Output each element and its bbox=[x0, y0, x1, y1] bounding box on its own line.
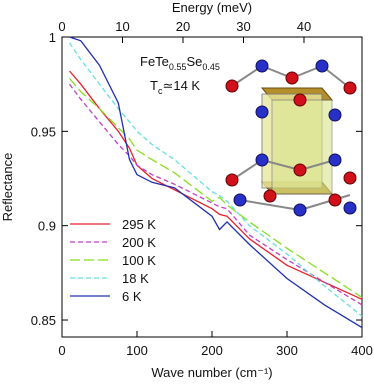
atom bbox=[255, 105, 269, 119]
atom bbox=[293, 203, 307, 217]
formula-sub: 0.55 bbox=[169, 62, 187, 72]
tc-sub: c bbox=[158, 86, 163, 96]
x-tick-label: 400 bbox=[351, 343, 373, 358]
x-tick-label: 300 bbox=[276, 343, 298, 358]
formula-sub: 0.45 bbox=[202, 62, 220, 72]
y-tick-label: 0.85 bbox=[31, 313, 56, 328]
atom bbox=[225, 173, 239, 187]
formula: FeTe0.55Se0.45 bbox=[140, 54, 220, 72]
y-axis-label: Reflectance bbox=[0, 153, 15, 222]
y-tick-label: 1 bbox=[49, 30, 56, 45]
tc-label: Tc≃14 K bbox=[150, 78, 200, 96]
formula-part: FeTe bbox=[140, 54, 169, 69]
series-line bbox=[69, 36, 363, 329]
top-x-tick-label: 40 bbox=[297, 19, 311, 34]
atom bbox=[225, 79, 239, 93]
atom bbox=[343, 81, 357, 95]
atom bbox=[293, 163, 307, 177]
x-tick-label: 100 bbox=[126, 343, 148, 358]
bond bbox=[261, 159, 301, 171]
x-axis-label: Wave number (cm⁻¹) bbox=[151, 365, 272, 380]
atom bbox=[328, 108, 342, 122]
series-line bbox=[69, 70, 363, 300]
top-x-tick-label: 0 bbox=[58, 19, 65, 34]
atom bbox=[328, 193, 342, 207]
series-line bbox=[68, 42, 363, 317]
x-tick-label: 200 bbox=[201, 343, 223, 358]
top-x-tick-label: 30 bbox=[236, 19, 250, 34]
top-x-tick-label: 20 bbox=[176, 19, 190, 34]
top-x-tick-label: 10 bbox=[115, 19, 129, 34]
legend-label: 200 K bbox=[122, 235, 156, 250]
atom bbox=[293, 93, 307, 107]
atom bbox=[255, 59, 269, 73]
bond bbox=[299, 194, 351, 211]
atom bbox=[315, 59, 329, 73]
atom bbox=[255, 153, 269, 167]
atom bbox=[343, 201, 357, 215]
formula-part: Se bbox=[186, 54, 202, 69]
atom bbox=[233, 193, 247, 207]
y-tick-label: 0.9 bbox=[38, 219, 56, 234]
crystal-cell bbox=[271, 99, 333, 195]
legend-label: 6 K bbox=[122, 289, 142, 304]
legend-label: 100 K bbox=[122, 253, 156, 268]
legend-label: 295 K bbox=[122, 217, 156, 232]
atom bbox=[328, 153, 342, 167]
top-axis-label: Energy (meV) bbox=[172, 0, 252, 15]
atom bbox=[263, 189, 277, 203]
atom bbox=[343, 171, 357, 185]
legend-label: 18 K bbox=[122, 271, 149, 286]
crystal-illustration bbox=[225, 59, 357, 217]
bond bbox=[239, 199, 301, 211]
tc-part: ≃14 K bbox=[162, 78, 200, 93]
series-line bbox=[68, 83, 363, 306]
series-line bbox=[69, 78, 363, 298]
atom bbox=[285, 71, 299, 85]
y-tick-label: 0.95 bbox=[31, 124, 56, 139]
x-tick-label: 0 bbox=[58, 343, 65, 358]
tc-part: T bbox=[150, 78, 158, 93]
